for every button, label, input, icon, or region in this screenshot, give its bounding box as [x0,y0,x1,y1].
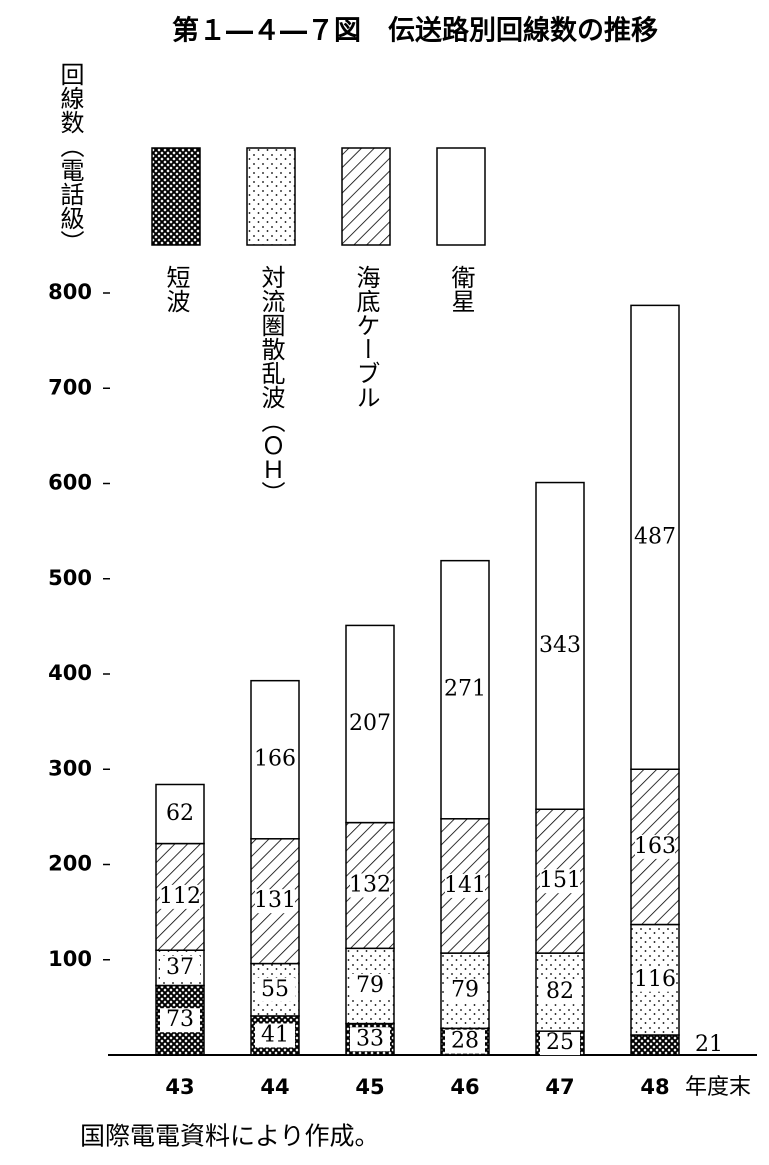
label-bg [255,1023,295,1048]
data-label: 79 [451,978,479,1003]
label-bg [350,1027,390,1052]
label-bg [350,873,390,898]
y-tick-label: 500 [48,566,92,590]
x-tick-label: 45 [355,1075,384,1099]
data-label: 41 [261,1022,289,1047]
label-bg [540,633,580,658]
source-note: 国際電電資料により作成。 [80,1122,380,1151]
x-tick-label: 43 [165,1075,194,1099]
label-bg [635,967,675,992]
label-bg [445,873,485,898]
label-bg [160,884,200,909]
label-bg [350,973,390,998]
y-tick-label: 800 [48,280,92,304]
x-tick-label: 47 [545,1075,574,1099]
legend-swatch [246,147,296,246]
legend-swatch [436,147,486,246]
bar-segment [630,1034,680,1056]
data-label: 141 [444,873,486,898]
label-bg [255,977,295,1002]
label-bg [540,1031,580,1056]
x-tick-label: 48 [640,1075,669,1099]
data-label: 132 [349,872,391,897]
label-bg [255,889,295,914]
data-label: 25 [546,1030,574,1055]
label-bg [540,980,580,1005]
y-tick-label: 100 [48,947,92,971]
x-tick-label: 44 [260,1075,289,1099]
label-bg [635,834,675,859]
y-tick-label: 400 [48,661,92,685]
label-bg [445,978,485,1003]
x-tick-label: 46 [450,1075,479,1099]
legend-swatch [151,147,201,246]
x-axis-label: 年度末 [685,1075,751,1100]
label-bg [160,955,200,980]
y-tick-label: 700 [48,375,92,399]
chart-title: 第１―４―７図 伝送路別回線数の推移 [172,15,658,47]
data-label: 207 [349,711,391,736]
data-label: 28 [451,1029,479,1054]
data-label: 487 [634,524,676,549]
data-label: 62 [166,801,194,826]
y-tick-label: 200 [48,852,92,876]
legend-label: 短波 [162,265,190,313]
y-tick-label: 300 [48,756,92,780]
label-bg [635,525,675,550]
data-label: 131 [254,888,296,913]
data-label: 73 [166,1007,194,1032]
label-bg [540,869,580,894]
data-label: 343 [539,633,581,658]
data-label: 166 [254,747,296,772]
y-axis-label: 回線数（電話級） [56,62,84,254]
label-bg [350,712,390,737]
label-bg [445,1029,485,1054]
data-label: 55 [261,977,289,1002]
legend-label: 海底ケーブル [352,265,380,409]
legend-swatch [341,147,391,246]
label-bg [255,747,295,772]
data-label: 21 [695,1032,723,1057]
data-label: 112 [159,884,201,909]
label-bg [445,677,485,702]
data-label: 271 [444,677,486,702]
label-bg [160,1008,200,1033]
data-label: 79 [356,973,384,998]
y-tick-label: 600 [48,471,92,495]
legend-label: 対流圏散乱波（ＯＨ） [257,265,285,505]
data-label: 151 [539,868,581,893]
data-label: 116 [634,967,676,992]
data-label: 82 [546,979,574,1004]
label-bg [160,802,200,827]
data-label: 33 [356,1026,384,1051]
data-label: 163 [634,834,676,859]
legend-label: 衛星 [447,265,475,313]
data-label: 37 [166,955,194,980]
